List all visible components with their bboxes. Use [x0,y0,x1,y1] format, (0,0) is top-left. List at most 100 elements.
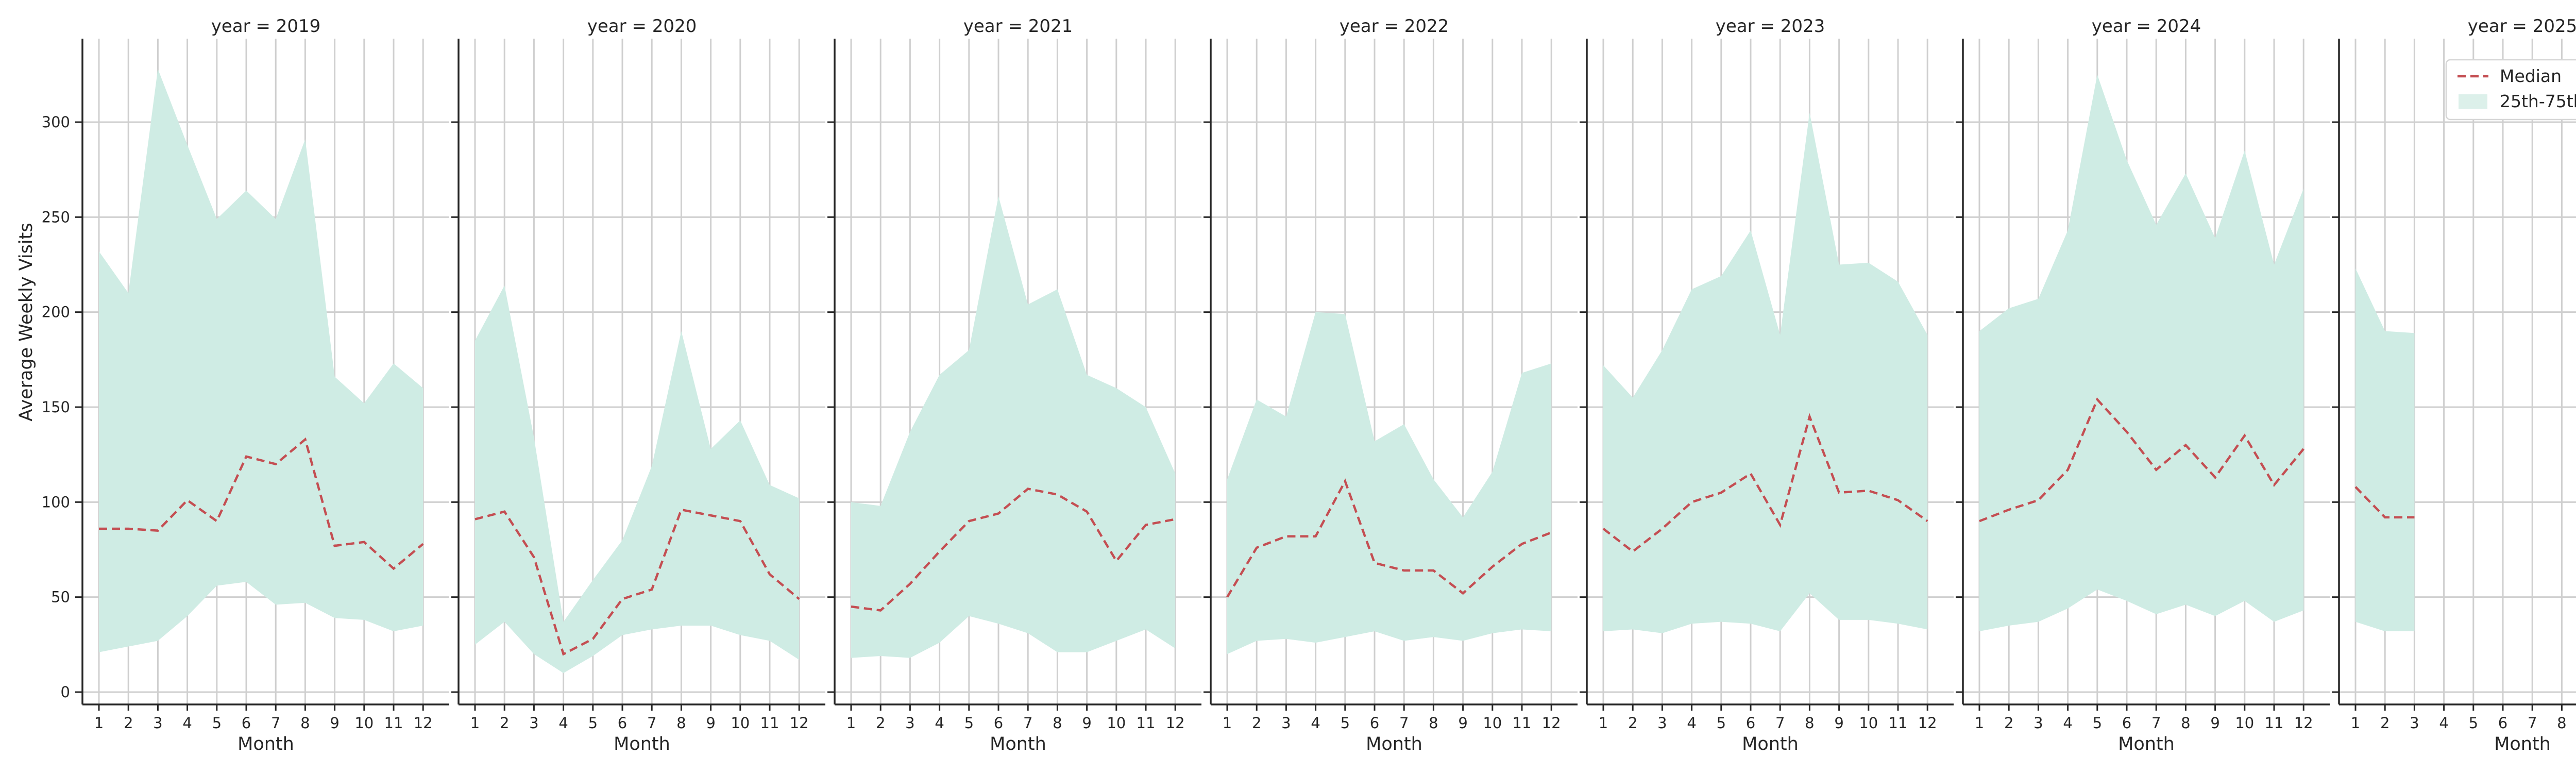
x-tick-label: 6 [1370,714,1379,732]
x-tick-label: 5 [1341,714,1350,732]
median-line [1602,413,1928,553]
x-tick-label: 8 [1053,714,1062,732]
x-axis-title: Month [1742,734,1799,754]
x-tick-label: 2 [1628,714,1637,732]
x-tick-label: 9 [1834,714,1843,732]
x-tick-label: 3 [905,714,914,732]
y-tick-label: 100 [42,493,70,511]
x-tick-label: 2 [124,714,133,732]
y-tick-label: 150 [42,398,70,416]
x-tick-label: 10 [2235,714,2254,732]
x-tick-label: 7 [1399,714,1409,732]
x-tick-label: 11 [2265,714,2284,732]
x-tick-label: 3 [153,714,162,732]
x-tick-label: 11 [760,714,779,732]
percentile-band [1603,112,1928,633]
panel-title: year = 2021 [963,16,1073,37]
x-tick-label: 9 [1082,714,1091,732]
x-tick-label: 8 [676,714,686,732]
x-tick-label: 6 [1746,714,1755,732]
x-tick-label: 12 [414,714,433,732]
x-tick-label: 8 [1805,714,1814,732]
x-tick-label: 10 [354,714,374,732]
chart-legend: Median 25th-75th Percentile [2445,59,2576,121]
x-tick-label: 2 [2004,714,2013,732]
x-tick-label: 9 [1458,714,1467,732]
x-tick-label: 10 [1483,714,1502,732]
percentile-band [475,285,800,674]
x-tick-label: 12 [790,714,809,732]
x-tick-label: 1 [2351,714,2360,732]
x-tick-label: 5 [1717,714,1726,732]
x-axis-title: Month [990,734,1046,754]
x-tick-label: 8 [2557,714,2566,732]
x-tick-label: 10 [731,714,750,732]
x-axis-title: Month [614,734,670,754]
y-axis-title: Average Weekly Visits [16,223,37,421]
median-line [99,437,424,570]
percentile-band [2355,268,2415,632]
x-tick-label: 4 [182,714,192,732]
x-tick-label: 6 [994,714,1003,732]
percentile-band [851,196,1176,658]
panel-title: year = 2025 [2468,16,2576,37]
y-tick-label: 0 [61,683,70,701]
median-line [1979,397,2304,523]
y-tick-label: 200 [42,304,70,321]
x-tick-label: 5 [2093,714,2102,732]
legend-band-swatch [2459,94,2487,109]
x-tick-label: 4 [1687,714,1696,732]
x-tick-label: 1 [1975,714,1984,732]
median-line [474,508,800,656]
x-tick-label: 7 [271,714,280,732]
x-tick-label: 1 [1599,714,1608,732]
x-tick-label: 11 [1889,714,1908,732]
x-tick-label: 11 [1513,714,1532,732]
x-tick-label: 6 [242,714,251,732]
x-tick-label: 4 [2063,714,2072,732]
x-axis-title: Month [1366,734,1422,754]
x-tick-label: 1 [846,714,856,732]
x-tick-label: 12 [1166,714,1185,732]
percentile-band [1979,74,2304,632]
x-tick-label: 9 [706,714,715,732]
panel-title: year = 2022 [1340,16,1449,37]
x-tick-label: 7 [1775,714,1785,732]
x-tick-label: 8 [1429,714,1438,732]
x-tick-label: 12 [1918,714,1937,732]
x-tick-label: 6 [2122,714,2131,732]
x-tick-label: 10 [1859,714,1878,732]
x-tick-label: 9 [2210,714,2219,732]
x-tick-label: 4 [935,714,944,732]
x-axis-title: Month [2118,734,2175,754]
x-tick-label: 9 [330,714,339,732]
panel-title: year = 2020 [587,16,697,37]
x-axis-title: Month [2494,734,2551,754]
x-tick-label: 7 [2151,714,2161,732]
x-tick-label: 3 [529,714,538,732]
x-tick-label: 3 [1281,714,1291,732]
legend-band-label: 25th-75th Percentile [2500,91,2576,111]
panel-title: year = 2023 [1716,16,1825,37]
x-tick-label: 6 [618,714,627,732]
x-tick-label: 7 [647,714,656,732]
legend-median-label: Median [2500,66,2562,86]
panel-title: year = 2024 [2092,16,2201,37]
x-tick-label: 8 [300,714,310,732]
x-tick-label: 8 [2181,714,2190,732]
median-line [1226,478,1552,598]
x-tick-label: 12 [2294,714,2313,732]
x-tick-label: 3 [2410,714,2419,732]
x-tick-label: 12 [1542,714,1561,732]
x-tick-label: 4 [1311,714,1320,732]
x-tick-label: 7 [2528,714,2537,732]
x-tick-label: 5 [2469,714,2478,732]
x-tick-label: 2 [2380,714,2389,732]
x-tick-label: 5 [212,714,222,732]
y-tick-label: 50 [51,589,70,606]
